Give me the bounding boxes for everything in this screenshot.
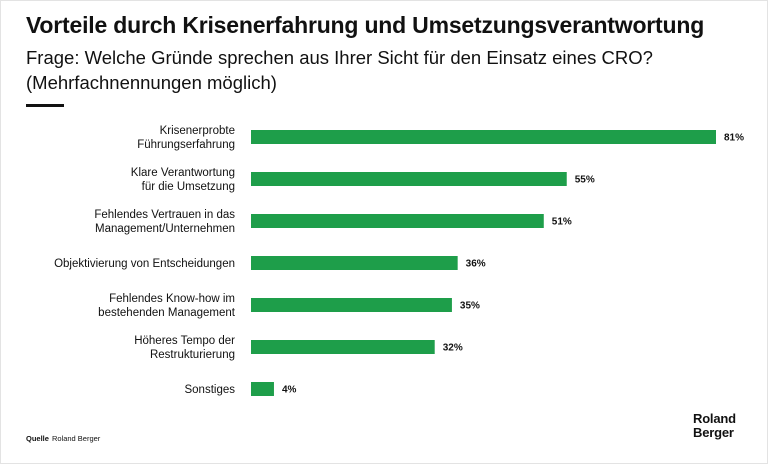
category-label-line: Management/Unternehmen bbox=[95, 223, 235, 235]
chart-title: Vorteile durch Krisenerfahrung und Umset… bbox=[26, 12, 705, 38]
bar-2 bbox=[251, 172, 567, 186]
category-label-1: Krisenerprobte Führungserfahrung bbox=[137, 125, 235, 151]
bar-chart: 81% Krisenerprobte Führungserfahrung 55% Kla… bbox=[54, 125, 744, 396]
value-label-4: 36% bbox=[466, 259, 486, 270]
category-label-line: Objektivierung von Entscheidungen bbox=[54, 258, 235, 270]
category-label-line: Höheres Tempo der bbox=[134, 335, 235, 347]
bar-4 bbox=[251, 256, 458, 270]
category-label-2: Klare Verantwortung für die Umsetzung bbox=[131, 167, 235, 193]
bar-6 bbox=[251, 340, 435, 354]
roland-berger-logo: Roland Berger bbox=[693, 412, 736, 440]
category-label-5: Fehlendes Know-how im bestehenden Managem… bbox=[98, 293, 236, 319]
value-label-1: 81% bbox=[724, 133, 744, 144]
value-label-5: 35% bbox=[460, 301, 480, 312]
category-label-line: Klare Verantwortung bbox=[131, 167, 235, 179]
category-label-line: Sonstiges bbox=[184, 384, 235, 396]
title-underline bbox=[26, 104, 64, 107]
value-label-2: 55% bbox=[575, 175, 595, 186]
source-label: Quelle bbox=[26, 434, 49, 443]
bar-3 bbox=[251, 214, 544, 228]
category-label-line: Krisenerprobte bbox=[160, 125, 235, 137]
bar-5 bbox=[251, 298, 452, 312]
category-label-line: Restrukturierung bbox=[150, 349, 235, 361]
category-label-line: Führungserfahrung bbox=[137, 139, 235, 151]
category-label-4: Objektivierung von Entscheidungen bbox=[54, 258, 235, 270]
category-label-line: Fehlendes Vertrauen in das bbox=[94, 209, 235, 221]
source-text: Roland Berger bbox=[51, 434, 101, 443]
category-label-line: Fehlendes Know-how im bbox=[109, 293, 235, 305]
value-label-6: 32% bbox=[443, 343, 463, 354]
category-label-3: Fehlendes Vertrauen in das Management/Unt… bbox=[94, 209, 235, 235]
chart-subtitle: Frage: Welche Gründe sprechen aus Ihrer … bbox=[26, 47, 653, 93]
source-note: Quelle Roland Berger bbox=[26, 434, 100, 443]
logo-line-1: Roland bbox=[693, 411, 736, 426]
bar-1 bbox=[251, 130, 716, 144]
value-label-7: 4% bbox=[282, 385, 297, 396]
category-label-6: Höheres Tempo der Restrukturierung bbox=[134, 335, 235, 361]
value-label-3: 51% bbox=[552, 217, 572, 228]
category-label-7: Sonstiges bbox=[184, 384, 235, 396]
bar-7 bbox=[251, 382, 274, 396]
category-label-line: bestehenden Management bbox=[98, 307, 236, 319]
category-label-line: für die Umsetzung bbox=[142, 181, 235, 193]
logo-line-2: Berger bbox=[693, 425, 734, 440]
